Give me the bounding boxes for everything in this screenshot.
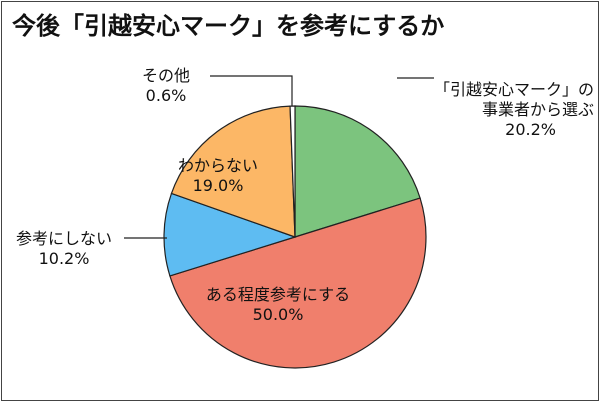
slice-label-0-line-0: 「引越安心マーク」の — [433, 80, 594, 99]
slice-label-3: わからない 19.0% — [168, 156, 268, 196]
slice-label-3-line-0: わからない — [177, 156, 258, 175]
chart-title: 今後「引越安心マーク」を参考にするか — [12, 12, 445, 40]
slice-value-0: 20.2% — [505, 120, 556, 139]
pie-slice-4 — [289, 105, 296, 238]
slice-label-0-line-1: 事業者から選ぶ — [481, 100, 594, 119]
slice-label-1: ある程度参考にする 50.0% — [178, 285, 378, 325]
pie-slice-0 — [294, 105, 421, 238]
slice-value-2: 10.2% — [38, 249, 90, 268]
pie-slice-3 — [170, 105, 296, 238]
slice-label-4: その他 0.6% — [126, 66, 206, 106]
slice-label-1-line-0: ある程度参考にする — [205, 285, 351, 304]
slice-value-3: 19.0% — [192, 176, 244, 195]
slice-value-4: 0.6% — [145, 86, 187, 105]
pie-slice-1 — [169, 197, 427, 369]
slice-value-1: 50.0% — [252, 305, 304, 324]
slice-label-0: 「引越安心マーク」の 事業者から選ぶ 20.2% — [404, 80, 594, 140]
pie-slice-2 — [163, 192, 297, 277]
leader-line-1 — [210, 75, 293, 106]
slice-label-2-line-0: 参考にしない — [15, 229, 112, 248]
slice-label-4-line-0: その他 — [141, 66, 190, 85]
slice-label-2: 参考にしない 10.2% — [4, 229, 124, 269]
